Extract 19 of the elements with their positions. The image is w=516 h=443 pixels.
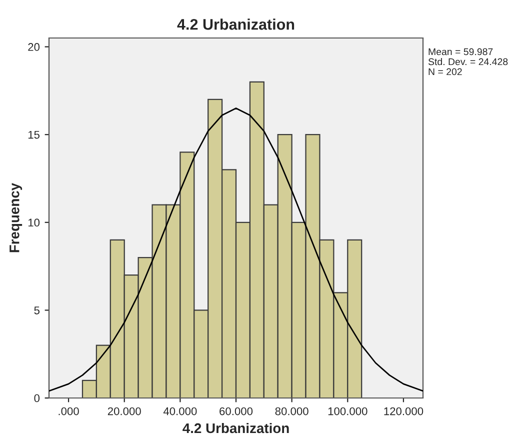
text: N = 202 [428, 68, 462, 76]
line-series [49, 108, 423, 392]
text: Mean = 59.987 [428, 48, 493, 56]
y-tick-label: 20 [28, 43, 40, 51]
x-tick-label: 80.000 [275, 407, 308, 416]
y-tick-label: 10 [28, 218, 40, 227]
x-tick-label: 20.000 [108, 407, 141, 416]
y-tick-label: 15 [28, 130, 40, 139]
x-axis-title: 4.2 Urbanization [182, 422, 289, 434]
x-tick-label: 120.000 [384, 407, 424, 416]
y-tick-label: 5 [34, 306, 40, 314]
x-tick-label: 100.000 [328, 407, 368, 416]
chart-title: 4.2 Urbanization [177, 18, 294, 30]
y-axis-title: Frequency [10, 182, 22, 252]
x-tick-label: .000 [58, 407, 79, 416]
y-tick-label: 0 [34, 394, 40, 402]
x-tick-label: 40.000 [163, 407, 197, 416]
text: Std. Dev. = 24.428 [428, 58, 508, 66]
x-tick-label: 60.000 [220, 407, 253, 416]
